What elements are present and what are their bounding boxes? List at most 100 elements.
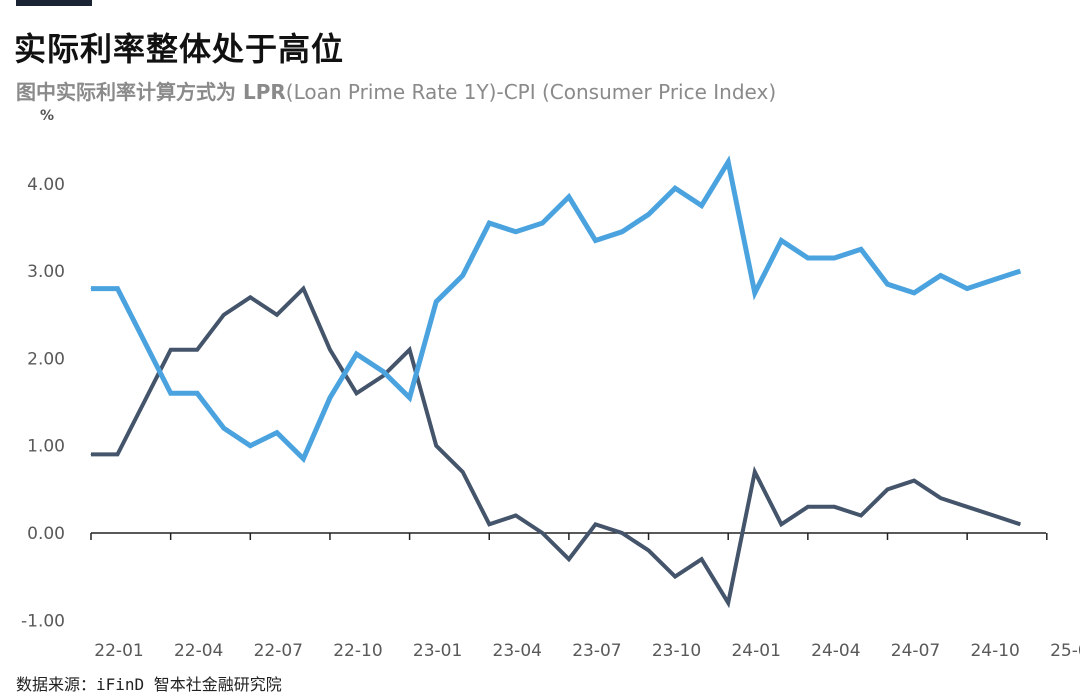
point-real-rate: [541, 222, 543, 224]
point-real-rate: [515, 231, 517, 233]
point-cpi: [887, 488, 888, 490]
point-cpi: [196, 349, 198, 351]
point-real-rate: [223, 427, 225, 429]
series-line-cpi: [91, 285, 1021, 609]
point-cpi: [329, 349, 331, 351]
point-cpi: [382, 375, 384, 377]
y-tick-label: 1.00: [27, 437, 65, 457]
top-accent-bar: [16, 0, 92, 6]
y-tick-label: 0.00: [27, 524, 65, 544]
x-tick-label: 22-07: [254, 641, 303, 661]
point-real-rate: [940, 274, 942, 276]
point-cpi: [488, 523, 490, 525]
point-cpi: [143, 401, 145, 403]
point-cpi: [913, 480, 915, 482]
point-cpi: [648, 549, 650, 551]
point-cpi: [568, 558, 570, 560]
point-cpi: [223, 314, 225, 316]
point-cpi: [541, 532, 543, 534]
point-cpi: [993, 515, 995, 517]
point-cpi: [674, 576, 676, 578]
point-cpi: [170, 349, 172, 351]
point-real-rate: [860, 248, 862, 250]
series-layer: [90, 155, 1022, 609]
point-real-rate: [276, 432, 278, 434]
point-cpi: [754, 471, 756, 473]
point-real-rate: [462, 274, 464, 276]
point-cpi: [356, 392, 357, 394]
y-unit-label: %: [40, 108, 55, 124]
point-real-rate: [594, 240, 596, 242]
point-cpi: [462, 471, 464, 473]
y-tick-label: 3.00: [27, 262, 65, 282]
point-cpi: [966, 506, 968, 508]
point-real-rate: [701, 205, 703, 207]
point-real-rate: [621, 231, 623, 233]
point-cpi: [594, 523, 596, 525]
point-real-rate: [488, 222, 490, 224]
point-real-rate: [196, 392, 198, 394]
x-axis-ticks: 22-01 22-04 22-07 22-10 23-01 23-04 23-07 23-10…: [90, 533, 1080, 661]
point-real-rate: [249, 445, 251, 447]
x-tick-label: 24-07: [891, 641, 940, 661]
point-cpi: [249, 296, 251, 298]
point-cpi: [409, 349, 411, 351]
point-real-rate: [1019, 270, 1021, 272]
subtitle-rest: (Loan Prime Rate 1Y)-CPI (Consumer Price…: [285, 80, 777, 104]
x-tick-label: 22-01: [94, 641, 143, 661]
subtitle-bold: 图中实际利率计算方式为 LPR: [16, 80, 286, 104]
point-real-rate: [435, 301, 437, 303]
point-cpi: [701, 558, 703, 560]
x-tick-label: 24-10: [970, 641, 1019, 661]
x-tick-label: 23-04: [493, 641, 542, 661]
point-real-rate: [356, 353, 357, 355]
point-cpi: [302, 288, 304, 290]
point-cpi: [807, 506, 809, 508]
x-tick-label: 25-01: [1050, 641, 1080, 661]
point-cpi: [1019, 523, 1021, 525]
point-cpi: [117, 453, 119, 455]
point-real-rate: [302, 458, 304, 460]
point-real-rate: [382, 370, 384, 372]
point-real-rate: [913, 292, 915, 294]
x-tick-label: 24-01: [731, 641, 780, 661]
point-cpi: [435, 445, 437, 447]
point-cpi: [940, 497, 942, 499]
point-real-rate: [674, 187, 676, 189]
y-tick-label: 2.00: [27, 349, 65, 369]
point-real-rate: [993, 279, 995, 281]
point-real-rate: [90, 288, 92, 290]
point-real-rate: [409, 397, 411, 399]
point-cpi: [621, 532, 623, 534]
data-source-note: 数据来源：iFinD 智本社金融研究院: [16, 675, 282, 694]
point-cpi: [90, 453, 92, 455]
point-real-rate: [780, 240, 782, 242]
point-real-rate: [887, 283, 888, 285]
x-tick-label: 22-10: [333, 641, 382, 661]
point-real-rate: [117, 288, 119, 290]
point-cpi: [833, 506, 835, 508]
point-real-rate: [568, 196, 570, 198]
point-real-rate: [143, 340, 145, 342]
y-tick-label: -1.00: [21, 611, 65, 631]
chart-subtitle: 图中实际利率计算方式为 LPR(Loan Prime Rate 1Y)-CPI …: [16, 76, 776, 105]
point-cpi: [860, 515, 862, 517]
point-real-rate: [727, 161, 729, 163]
y-axis-ticks: -1.00 0.00 1.00 2.00 3.00 4.00: [21, 175, 65, 631]
point-real-rate: [754, 292, 756, 294]
point-real-rate: [966, 288, 968, 290]
x-tick-label: 24-04: [811, 641, 860, 661]
x-tick-label: 23-10: [652, 641, 701, 661]
y-tick-label: 4.00: [27, 175, 65, 195]
point-real-rate: [648, 213, 650, 215]
series-line-real-rate: [91, 155, 1022, 464]
point-cpi: [780, 523, 782, 525]
x-tick-label: 23-01: [413, 641, 462, 661]
point-cpi: [727, 602, 729, 604]
point-cpi: [515, 515, 517, 517]
x-tick-label: 23-07: [572, 641, 621, 661]
chart-title: 实际利率整体处于高位: [14, 30, 345, 68]
point-cpi: [276, 314, 278, 316]
point-real-rate: [807, 257, 809, 259]
